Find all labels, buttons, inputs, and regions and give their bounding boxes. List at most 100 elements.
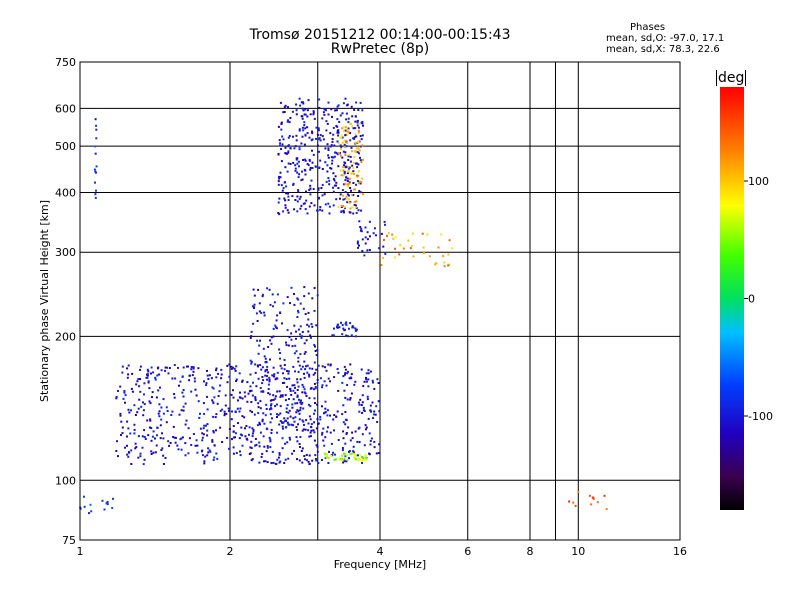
data-point bbox=[293, 147, 296, 150]
data-point bbox=[139, 368, 142, 371]
data-point bbox=[142, 401, 144, 404]
data-point bbox=[300, 101, 303, 104]
data-point bbox=[352, 170, 355, 173]
data-point bbox=[270, 342, 273, 345]
data-point bbox=[277, 183, 280, 186]
data-point bbox=[331, 334, 334, 337]
data-point bbox=[203, 412, 206, 415]
data-point bbox=[354, 458, 357, 461]
data-point bbox=[308, 397, 311, 400]
data-point bbox=[260, 311, 263, 314]
data-point bbox=[338, 136, 341, 139]
data-point bbox=[409, 247, 412, 250]
data-point bbox=[357, 246, 359, 249]
data-point bbox=[373, 440, 376, 443]
data-point bbox=[366, 398, 369, 401]
data-point bbox=[95, 128, 98, 131]
data-point bbox=[272, 461, 275, 464]
data-point bbox=[121, 426, 124, 429]
data-point bbox=[258, 421, 261, 424]
data-point bbox=[322, 138, 325, 141]
data-point bbox=[220, 373, 223, 376]
data-point bbox=[359, 182, 362, 185]
data-point bbox=[131, 390, 134, 393]
data-point bbox=[112, 497, 114, 500]
data-point bbox=[321, 117, 324, 120]
data-point bbox=[321, 209, 324, 212]
data-point bbox=[292, 424, 295, 427]
data-point bbox=[308, 136, 311, 139]
data-point bbox=[257, 406, 260, 409]
data-point bbox=[259, 400, 262, 403]
data-point bbox=[127, 427, 130, 430]
data-point bbox=[344, 134, 347, 137]
data-point bbox=[359, 101, 362, 104]
data-point bbox=[287, 144, 290, 147]
data-point bbox=[378, 443, 381, 446]
data-point bbox=[156, 374, 159, 377]
data-point bbox=[154, 376, 157, 379]
data-point bbox=[283, 417, 286, 420]
data-point bbox=[305, 395, 308, 397]
data-point bbox=[239, 407, 242, 410]
data-point bbox=[298, 148, 301, 151]
data-point bbox=[360, 230, 363, 233]
data-point bbox=[301, 391, 304, 394]
data-point bbox=[344, 418, 347, 421]
data-point bbox=[212, 431, 215, 434]
data-point bbox=[303, 376, 306, 379]
data-point bbox=[286, 421, 289, 424]
data-point bbox=[215, 452, 218, 455]
data-point bbox=[297, 360, 300, 363]
data-point bbox=[238, 396, 241, 399]
data-point bbox=[372, 417, 374, 419]
data-point bbox=[345, 321, 348, 324]
data-point bbox=[184, 402, 187, 405]
data-point bbox=[369, 440, 372, 442]
data-point bbox=[355, 135, 358, 138]
data-point bbox=[321, 386, 323, 389]
data-point bbox=[306, 132, 309, 134]
data-point bbox=[246, 381, 249, 384]
data-point bbox=[281, 447, 284, 450]
data-point bbox=[127, 451, 130, 454]
data-point bbox=[363, 254, 366, 257]
data-point bbox=[154, 437, 156, 440]
data-point bbox=[226, 436, 229, 439]
data-point bbox=[241, 434, 243, 437]
data-point bbox=[307, 99, 310, 102]
data-point bbox=[272, 305, 274, 308]
data-point bbox=[296, 316, 299, 318]
data-point bbox=[317, 364, 320, 367]
data-point bbox=[166, 366, 168, 369]
data-point bbox=[336, 125, 339, 128]
data-point bbox=[351, 206, 354, 209]
data-point bbox=[361, 109, 364, 112]
data-point bbox=[127, 364, 130, 367]
data-point bbox=[195, 394, 198, 397]
data-point bbox=[358, 410, 361, 413]
data-point bbox=[318, 106, 321, 109]
data-point bbox=[325, 456, 328, 459]
data-point bbox=[426, 233, 429, 236]
data-point bbox=[303, 360, 306, 363]
data-point bbox=[286, 296, 289, 299]
data-point bbox=[120, 434, 122, 436]
data-point bbox=[293, 449, 295, 452]
data-point bbox=[343, 211, 345, 214]
data-point bbox=[357, 457, 360, 460]
data-point bbox=[304, 428, 307, 431]
data-point bbox=[273, 373, 276, 376]
data-point bbox=[270, 404, 272, 407]
data-point bbox=[133, 423, 136, 426]
data-point bbox=[352, 194, 355, 197]
data-point bbox=[172, 436, 175, 438]
data-point bbox=[309, 405, 312, 408]
y-axis-title: Stationary phase Virtual Height [km] bbox=[38, 200, 51, 402]
data-point bbox=[309, 418, 312, 421]
data-point bbox=[299, 353, 302, 356]
data-point bbox=[127, 455, 130, 458]
data-point bbox=[279, 412, 282, 415]
data-point bbox=[357, 126, 360, 129]
data-point bbox=[304, 108, 307, 111]
